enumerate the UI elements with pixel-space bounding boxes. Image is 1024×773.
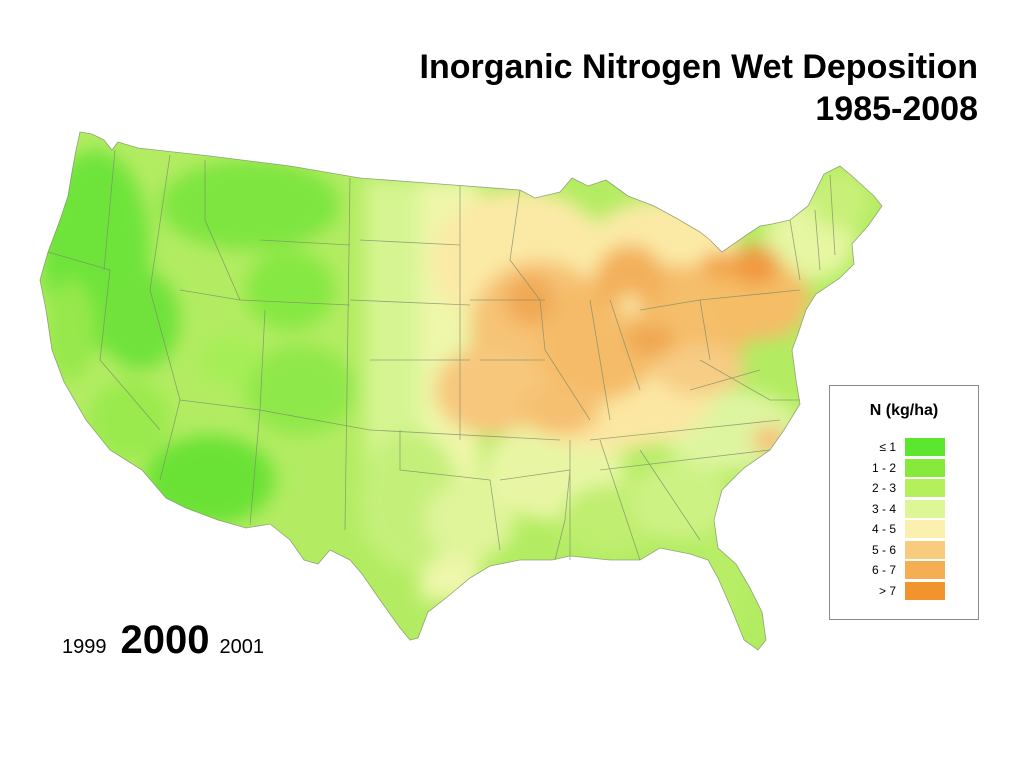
current-year: 2000 <box>120 618 210 662</box>
legend-label: 4 - 5 <box>871 522 896 536</box>
legend-swatch <box>905 561 945 579</box>
deposition-surface <box>40 132 882 650</box>
legend-label: 1 - 2 <box>871 460 896 475</box>
legend-row: 6 - 7 <box>830 560 978 581</box>
legend-label: > 7 <box>878 583 896 598</box>
legend-label: 6 - 7 <box>871 563 896 577</box>
legend-swatch <box>905 458 945 477</box>
legend-title: N (kg/ha) <box>869 402 939 419</box>
legend-row: 3 - 4 <box>830 499 978 520</box>
previous-year-link[interactable]: 1999 <box>62 636 107 658</box>
year-navigator: 1999 2000 2001 <box>62 618 264 663</box>
title-line-2: 1985-2008 <box>815 90 978 128</box>
legend-swatch <box>905 540 945 559</box>
state-borders <box>39 131 883 651</box>
legend-swatch <box>905 520 945 538</box>
legend-swatch <box>905 499 945 518</box>
legend-swatch <box>905 438 945 456</box>
legend-label: 3 - 4 <box>871 501 896 516</box>
legend-label: ≤ 1 <box>879 440 896 454</box>
legend-row: 5 - 6 <box>830 540 978 561</box>
legend: N (kg/ha) ≤ 1 1 - 2 2 - 3 3 - 4 4 - 5 5 … <box>829 385 979 620</box>
map-title: Inorganic Nitrogen Wet Deposition 1985-2… <box>420 46 979 130</box>
legend-label: 5 - 6 <box>871 542 896 557</box>
legend-row: > 7 <box>830 581 978 602</box>
legend-row: 2 - 3 <box>830 478 978 499</box>
title-line-1: Inorganic Nitrogen Wet Deposition <box>419 48 979 86</box>
legend-rows: ≤ 1 1 - 2 2 - 3 3 - 4 4 - 5 5 - 6 6 - 7 … <box>830 437 978 601</box>
legend-swatch <box>905 581 945 600</box>
legend-row: ≤ 1 <box>830 437 978 458</box>
legend-row: 4 - 5 <box>830 519 978 540</box>
next-year-link[interactable]: 2001 <box>219 636 264 658</box>
legend-row: 1 - 2 <box>830 458 978 479</box>
legend-label: 2 - 3 <box>871 481 896 495</box>
legend-swatch <box>905 479 945 497</box>
